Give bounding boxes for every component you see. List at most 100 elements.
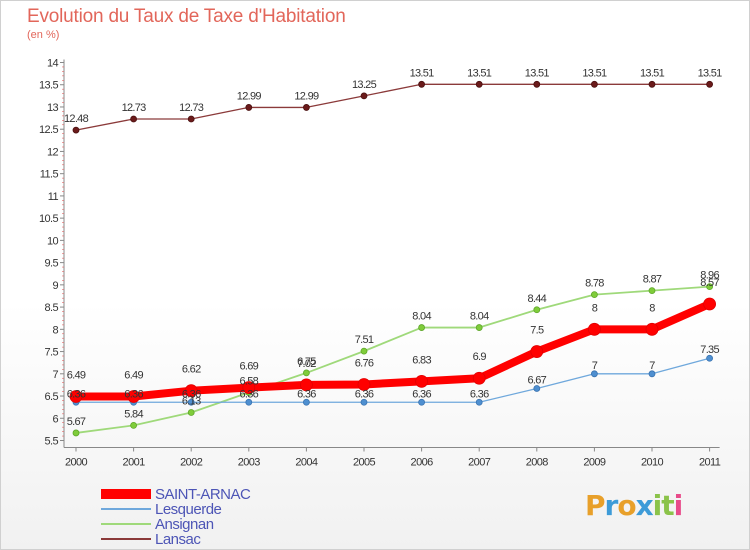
x-tick-label: 2010 (641, 457, 664, 469)
legend-swatch (101, 489, 151, 499)
data-point-ansignan (130, 421, 138, 429)
data-label-saint-arnac: 7.5 (530, 325, 544, 337)
data-point-lansac (245, 104, 253, 111)
y-tick-label: 10.5 (39, 213, 58, 225)
x-tick-label: 2007 (468, 457, 491, 469)
y-tick-label: 8 (52, 324, 58, 336)
data-point-ansignan (302, 369, 310, 377)
data-point-saint-arnac (69, 390, 83, 403)
data-point-saint-arnac (588, 322, 601, 336)
data-label-lesquerde: 7 (592, 360, 598, 372)
data-label-lansac: 13.51 (525, 67, 550, 79)
data-label-lesquerde: 6.36 (355, 388, 374, 400)
data-label-saint-arnac: 8.57 (700, 277, 719, 289)
legend-swatch (101, 508, 151, 510)
data-point-lansac (187, 115, 195, 123)
data-label-lansac: 12.99 (237, 90, 262, 102)
logo-letter: i (652, 489, 663, 522)
data-point-lansac (418, 80, 426, 88)
y-tick-label: 8.5 (45, 302, 59, 314)
x-tick-label: 2008 (526, 457, 549, 469)
legend-swatch (101, 538, 151, 540)
data-point-saint-arnac (703, 297, 716, 311)
data-point-lesquerde (302, 398, 310, 406)
data-label-lansac: 13.51 (698, 67, 723, 79)
data-label-lesquerde: 6.36 (67, 388, 86, 400)
data-label-lansac: 13.25 (352, 79, 377, 91)
logo-letter: t (661, 489, 674, 522)
data-label-ansignan: 8.96 (700, 270, 719, 282)
data-point-lesquerde (187, 398, 195, 406)
data-point-lesquerde (245, 398, 253, 406)
data-label-saint-arnac: 8 (592, 302, 598, 314)
data-label-lesquerde: 6.36 (239, 388, 258, 400)
data-point-ansignan (706, 283, 713, 291)
data-label-ansignan: 8.04 (470, 311, 489, 323)
y-tick-label: 7 (52, 369, 58, 381)
data-point-ansignan (648, 287, 656, 295)
data-label-saint-arnac: 6.76 (355, 357, 374, 369)
y-tick-label: 9.5 (45, 258, 59, 270)
data-label-lansac: 12.73 (122, 102, 147, 114)
data-point-ansignan (187, 409, 195, 416)
legend-swatch (101, 523, 151, 525)
data-point-ansignan (591, 291, 598, 299)
y-tick-label: 9 (52, 280, 58, 292)
data-label-saint-arnac: 6.49 (124, 369, 143, 381)
data-point-saint-arnac (472, 371, 486, 385)
series-line-lansac (75, 83, 711, 131)
y-tick-label: 11.5 (40, 169, 59, 181)
data-label-ansignan: 8.78 (585, 278, 604, 290)
y-tick-label: 12.5 (39, 124, 58, 136)
x-tick-label: 2003 (238, 457, 261, 469)
data-point-lesquerde (475, 398, 483, 406)
data-point-saint-arnac (127, 390, 141, 403)
data-label-lansac: 13.51 (467, 67, 492, 79)
data-point-lesquerde (706, 354, 713, 362)
data-label-ansignan: 6.75 (297, 356, 316, 368)
data-label-lansac: 12.73 (179, 102, 204, 114)
logo-letter: P (585, 489, 606, 522)
x-tick-label: 2001 (123, 457, 146, 469)
data-point-lesquerde (360, 398, 368, 406)
y-tick-label: 13 (47, 102, 59, 114)
data-point-ansignan (418, 324, 426, 331)
data-point-ansignan (533, 306, 541, 314)
legend-label: Lansac (155, 531, 201, 548)
data-label-lansac: 13.51 (410, 67, 435, 79)
data-label-lesquerde: 7 (649, 360, 655, 372)
data-label-saint-arnac: 6.49 (67, 369, 86, 381)
data-point-saint-arnac (242, 381, 256, 394)
chart-title: Evolution du Taux de Taxe d'Habitation (27, 6, 346, 27)
data-label-lesquerde: 6.36 (412, 388, 431, 400)
y-tick-label: 12 (47, 146, 59, 158)
logo-letter: o (617, 489, 636, 522)
data-point-lesquerde (648, 370, 656, 378)
data-label-saint-arnac: 7.02 (297, 358, 316, 370)
data-point-saint-arnac (184, 384, 198, 398)
data-point-ansignan (475, 324, 483, 331)
chart-subtitle: (en %) (27, 29, 60, 41)
data-point-lansac (648, 80, 656, 88)
y-tick-label: 7.5 (45, 347, 59, 359)
data-label-saint-arnac: 6.83 (412, 354, 431, 366)
data-point-saint-arnac (530, 345, 544, 358)
y-tick-label: 10 (47, 235, 59, 247)
legend-label: SAINT-ARNAC (155, 486, 251, 503)
data-point-ansignan (72, 429, 80, 437)
series-line-ansignan (75, 285, 711, 434)
data-label-ansignan: 8.04 (412, 311, 431, 323)
data-label-lesquerde: 6.36 (182, 388, 201, 400)
series-layer (69, 80, 716, 437)
data-point-lesquerde (591, 370, 598, 378)
data-point-lansac (302, 104, 310, 111)
x-tick-label: 2011 (699, 457, 721, 469)
series-line-saint-arnac (72, 299, 714, 401)
axes: 5.5 6 6.5 7 7.5 8 8.5 9 9.5 10 10.5 11 11.5 12 12.5 13 1… (39, 58, 721, 469)
x-tick-label: 2009 (583, 457, 606, 469)
x-tick-label: 2000 (65, 457, 88, 469)
series-line-lesquerde (75, 357, 711, 403)
y-tick-label: 11 (48, 191, 59, 203)
